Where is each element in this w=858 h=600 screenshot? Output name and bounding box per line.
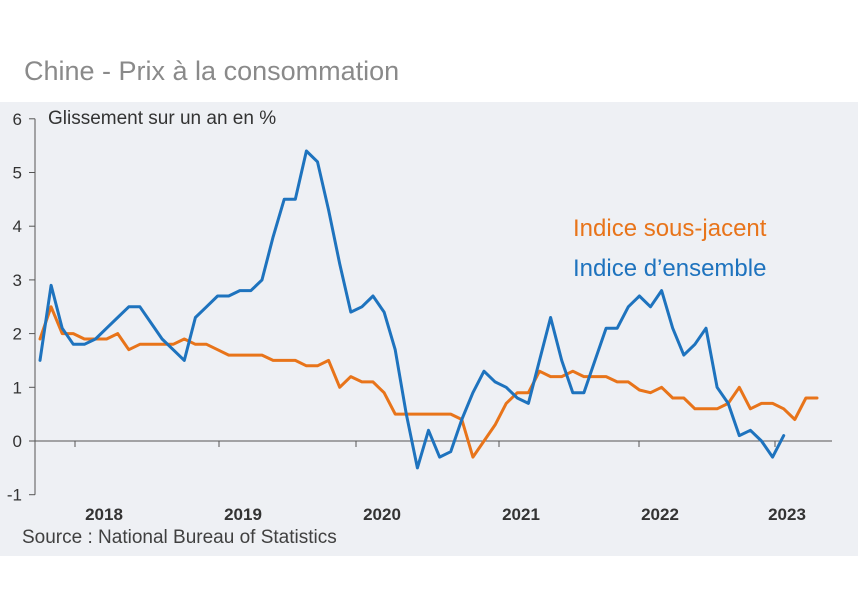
y-tick-label: 6 (13, 110, 22, 129)
x-tick-label: 2018 (85, 505, 123, 524)
x-tick-label: 2022 (641, 505, 679, 524)
y-axis-label: Glissement sur un an en % (48, 108, 276, 129)
x-tick-label: 2021 (502, 505, 540, 524)
series-lines (38, 149, 819, 470)
y-tick-label: 2 (13, 325, 22, 344)
chart-labels: Glissement sur un an en % Indice sous-jac… (48, 108, 767, 282)
axes: -1 0 1 2 3 4 5 6 2018 2019 2020 2021 2022 2023 (7, 110, 832, 524)
legend-label-headline: Indice d’ensemble (573, 255, 766, 282)
y-tick-label: 3 (13, 271, 22, 290)
source-note: Source : National Bureau of Statistics (22, 527, 337, 548)
y-tick-label: 4 (13, 217, 22, 236)
chart-title: Chine - Prix à la consommation (24, 56, 400, 86)
plot-panel (0, 102, 858, 556)
y-tick-label: 0 (13, 432, 22, 451)
y-tick-label: 1 (13, 378, 22, 397)
y-tick-label: -1 (7, 486, 22, 505)
x-tick-label: 2020 (363, 505, 401, 524)
x-tick-label: 2023 (768, 505, 806, 524)
series-line-headline (38, 149, 786, 470)
x-tick-label: 2019 (224, 505, 262, 524)
legend-label-core: Indice sous-jacent (573, 215, 767, 242)
y-tick-label: 5 (13, 164, 22, 183)
